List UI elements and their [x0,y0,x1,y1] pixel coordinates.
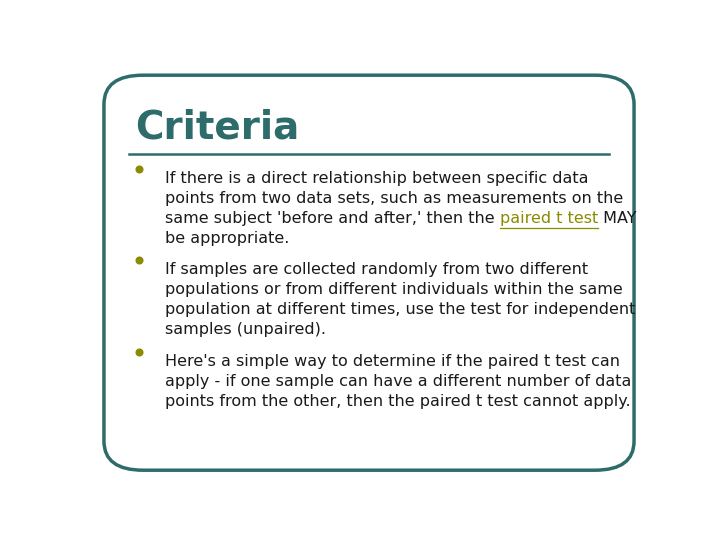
FancyBboxPatch shape [104,75,634,470]
Text: points from the other, then the paired t test cannot apply.: points from the other, then the paired t… [166,394,631,409]
Text: samples (unpaired).: samples (unpaired). [166,322,326,337]
Text: points from two data sets, such as measurements on the: points from two data sets, such as measu… [166,191,624,206]
Text: Criteria: Criteria [135,109,299,146]
Text: be appropriate.: be appropriate. [166,231,289,246]
Text: If there is a direct relationship between specific data: If there is a direct relationship betwee… [166,171,589,186]
Text: populations or from different individuals within the same: populations or from different individual… [166,282,623,297]
Text: apply - if one sample can have a different number of data: apply - if one sample can have a differe… [166,374,631,389]
Text: Here's a simple way to determine if the paired t test can: Here's a simple way to determine if the … [166,354,621,369]
Text: MAY: MAY [598,211,636,226]
Text: same subject 'before and after,' then the: same subject 'before and after,' then th… [166,211,500,226]
Text: paired t test: paired t test [500,211,598,226]
Text: If samples are collected randomly from two different: If samples are collected randomly from t… [166,262,588,278]
Text: population at different times, use the test for independent: population at different times, use the t… [166,302,636,317]
